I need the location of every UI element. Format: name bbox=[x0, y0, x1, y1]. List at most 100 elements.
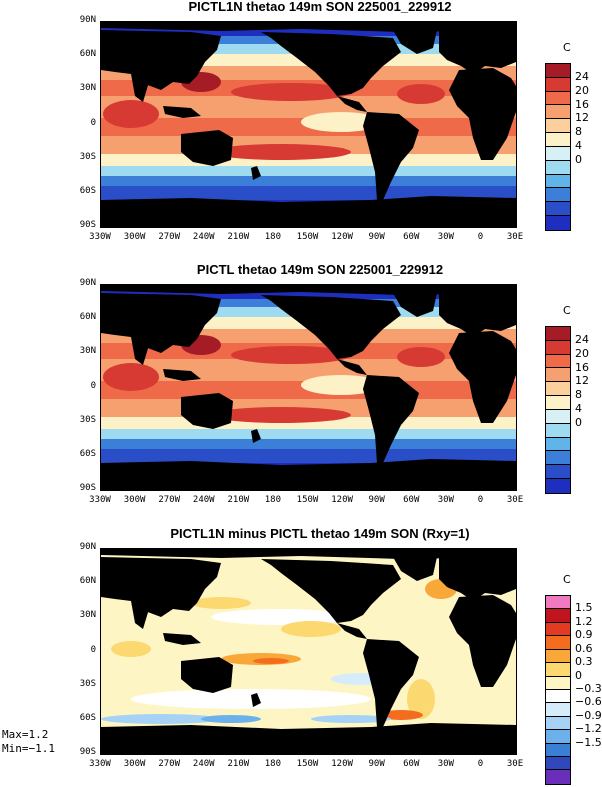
land-mass bbox=[337, 359, 367, 375]
colorbar-segment bbox=[546, 716, 570, 731]
colorbar-segment bbox=[546, 91, 570, 106]
y-tick-label: 90S bbox=[79, 747, 96, 757]
colorbar-segment bbox=[546, 409, 570, 424]
anomaly-patch bbox=[281, 621, 341, 637]
x-tick-label: 180 bbox=[264, 232, 282, 242]
map-plot bbox=[100, 548, 517, 755]
colorbar-segment bbox=[546, 730, 570, 744]
colorbar-segment bbox=[546, 327, 570, 341]
colorbar-label: 20 bbox=[575, 83, 589, 97]
colorbar-label: 8 bbox=[575, 125, 582, 139]
temperature-band bbox=[101, 449, 516, 463]
anomaly-patch bbox=[131, 689, 371, 709]
y-tick-label: 90N bbox=[79, 542, 96, 552]
land-mass bbox=[131, 337, 149, 365]
colorbar-label: 1.2 bbox=[575, 614, 593, 628]
land-mass bbox=[101, 196, 516, 227]
land-mass bbox=[393, 30, 437, 54]
colorbar-label: −0.6 bbox=[575, 695, 602, 709]
y-tick-label: 0 bbox=[90, 644, 96, 655]
x-tick-label: 30W bbox=[437, 495, 454, 505]
x-tick-label: 90W bbox=[368, 495, 385, 505]
colorbar-label: 0.6 bbox=[575, 641, 593, 655]
colorbar-segment bbox=[546, 146, 570, 161]
x-tick-label: 210W bbox=[227, 495, 250, 505]
panel-title: PICTL thetao 149m SON 225001_229912 bbox=[196, 262, 444, 277]
colorbar-unit: C bbox=[563, 41, 571, 54]
colorbar-segment bbox=[546, 622, 570, 637]
x-tick-label: 30E bbox=[506, 759, 524, 769]
x-tick-label: 300W bbox=[123, 759, 146, 769]
y-tick-label: 90S bbox=[79, 220, 96, 230]
colorbar-label: 12 bbox=[575, 374, 589, 388]
temperature-band bbox=[101, 429, 516, 439]
land-mass bbox=[101, 557, 221, 617]
land-mass bbox=[261, 32, 401, 96]
x-tick-label: 0 bbox=[477, 495, 484, 505]
land-mass bbox=[439, 30, 516, 74]
land-mass bbox=[163, 106, 201, 118]
map-plot bbox=[100, 284, 517, 491]
y-tick-label: 30N bbox=[79, 83, 96, 94]
colorbar-segment bbox=[546, 216, 570, 230]
y-tick-label: 60S bbox=[79, 185, 96, 196]
anomaly-patch bbox=[379, 710, 423, 720]
colorbar-unit: C bbox=[563, 304, 571, 317]
y-tick-label: 90N bbox=[79, 278, 96, 288]
x-tick-label: 270W bbox=[158, 495, 180, 505]
map-panel-3: PICTL1N minus PICTL thetao 149m SON (Rxy… bbox=[0, 526, 602, 787]
x-tick-label: 60W bbox=[403, 759, 420, 769]
land-mass bbox=[251, 429, 261, 443]
land-mass bbox=[163, 633, 201, 645]
panel-title: PICTL1N thetao 149m SON 225001_229912 bbox=[188, 0, 452, 14]
land-mass bbox=[363, 375, 419, 463]
warm-pool bbox=[103, 100, 159, 128]
colorbar-label: −0.9 bbox=[575, 708, 602, 722]
colorbar-segment bbox=[546, 636, 570, 650]
colorbar-segment bbox=[546, 689, 570, 704]
colorbar-label: 0 bbox=[575, 152, 582, 166]
warm-pool bbox=[301, 375, 381, 395]
colorbar-segment bbox=[546, 649, 570, 664]
colorbar-segment bbox=[546, 609, 570, 623]
anomaly-patch bbox=[407, 679, 435, 719]
land-mass bbox=[101, 293, 221, 353]
x-tick-label: 150W bbox=[296, 232, 319, 242]
colorbar-label: 24 bbox=[575, 332, 589, 346]
y-tick-label: 60N bbox=[79, 312, 96, 323]
land-mass bbox=[393, 557, 437, 581]
colorbar-segment bbox=[546, 437, 570, 452]
colorbar-segment bbox=[546, 160, 570, 175]
colorbar-segment bbox=[546, 174, 570, 189]
map-plot bbox=[100, 21, 517, 228]
colorbar-segment bbox=[546, 663, 570, 677]
land-mass bbox=[337, 623, 367, 639]
colorbar-segment bbox=[546, 396, 570, 410]
land-mass bbox=[261, 559, 401, 623]
land-mass bbox=[337, 96, 367, 112]
colorbar-label: 8 bbox=[575, 388, 582, 402]
warm-pool bbox=[211, 407, 351, 423]
y-tick-label: 30S bbox=[79, 151, 96, 162]
warm-pool bbox=[397, 347, 445, 367]
anomaly-patch bbox=[253, 658, 289, 664]
colorbar-segment bbox=[546, 770, 570, 784]
land-mass bbox=[363, 112, 419, 200]
x-tick-label: 300W bbox=[123, 495, 146, 505]
land-mass bbox=[449, 68, 516, 160]
land-mass bbox=[251, 693, 261, 707]
land-mass bbox=[101, 30, 221, 90]
map-svg bbox=[101, 285, 516, 490]
warm-pool bbox=[231, 83, 351, 101]
y-tick-label: 30N bbox=[79, 346, 96, 357]
x-tick-label: 210W bbox=[227, 232, 250, 242]
x-tick-label: 330W bbox=[89, 232, 111, 242]
colorbar bbox=[545, 595, 571, 785]
y-tick-label: 0 bbox=[90, 380, 96, 391]
colorbar-segment bbox=[546, 133, 570, 147]
colorbar-segment bbox=[546, 368, 570, 383]
colorbar-segment bbox=[546, 465, 570, 480]
land-mass bbox=[261, 295, 401, 359]
land-mass bbox=[439, 293, 516, 337]
map-svg bbox=[101, 549, 516, 754]
